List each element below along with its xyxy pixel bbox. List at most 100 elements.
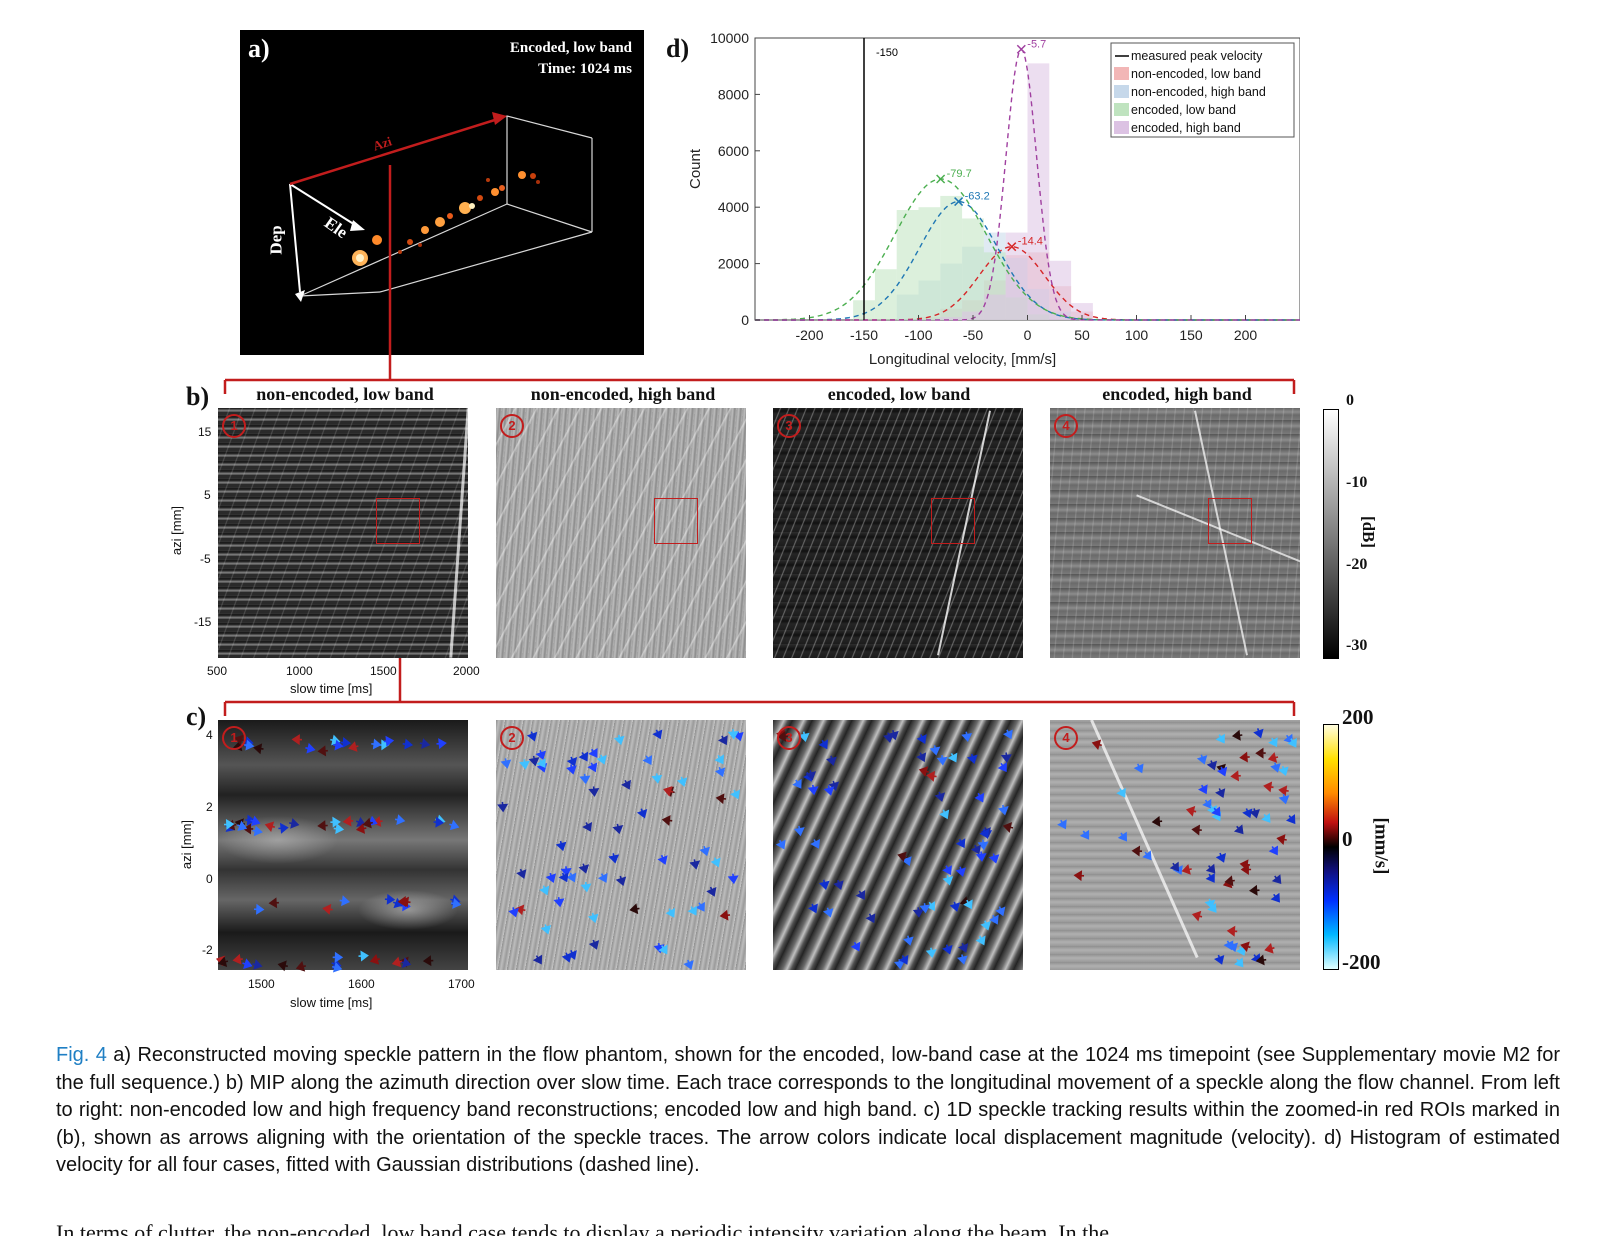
gaussian-fit-3	[755, 48, 1300, 321]
axis-label-dep: Dep	[266, 225, 286, 255]
gaussian-peak-label-3: -5.7	[1027, 38, 1046, 50]
gaussian-fit-2	[755, 178, 1300, 321]
legend-box	[1110, 42, 1295, 138]
velocity-colorbar-tick-200: 200	[1342, 705, 1374, 729]
c-xlabel: slow time [ms]	[290, 995, 373, 1010]
hist-bar-3-4	[940, 317, 963, 320]
x-tick-label: 100	[1125, 327, 1149, 343]
x-tick-label: 0	[1024, 327, 1032, 343]
x-tick-label: -150	[850, 327, 878, 343]
db-colorbar-label: [dB]	[1359, 515, 1379, 549]
body-text-cut-line: In terms of clutter, the non-encoded, lo…	[56, 1222, 1109, 1236]
velocity-colorbar-label: [mm/s]	[1370, 817, 1392, 875]
db-colorbar-tick-0: 0	[1346, 392, 1354, 409]
hist-bar-2-2	[896, 210, 919, 320]
panel-a-title-line1: Encoded, low band	[509, 40, 632, 56]
mip-image-encoded-high	[1050, 408, 1300, 658]
b-ytick-minus15: -15	[194, 615, 212, 629]
b-subplot-title-1: non-encoded, low band	[256, 384, 434, 404]
b-subplot-title-3: encoded, low band	[827, 384, 971, 404]
x-tick-label: 50	[1074, 327, 1090, 343]
legend-swatch-3	[1114, 103, 1129, 116]
legend-entry-1: non-encoded, low band	[1131, 67, 1261, 81]
y-tick-label: 2000	[718, 256, 749, 272]
hist-bar-3-7	[1005, 232, 1028, 320]
b-xtick-500: 500	[207, 664, 228, 678]
c-xtick-1700: 1700	[448, 977, 475, 991]
c-badge-2: 2	[500, 726, 524, 750]
gaussian-peak-label-2: -79.7	[947, 168, 972, 180]
velocity-histogram-chart: -14.4 -63.2 -79.7 -5.7 -150 -200 -150 -100 -50 0 5…	[687, 30, 1300, 368]
hist-bar-2-3	[918, 207, 941, 320]
b-xtick-1000: 1000	[286, 664, 313, 678]
db-colorbar-tick-30: -30	[1346, 637, 1368, 654]
hist-bar-3-10	[1071, 303, 1093, 320]
c-ytick-2: 2	[206, 800, 213, 814]
y-tick-label: 0	[741, 312, 749, 328]
b-badge-3: 3	[777, 414, 801, 438]
figure-caption-text: a) Reconstructed moving speckle pattern …	[56, 1044, 1560, 1176]
legend-entry-3: encoded, low band	[1131, 103, 1236, 117]
tracking-image-noncoded-high	[496, 720, 746, 970]
c-badge-3: 3	[777, 726, 801, 750]
gaussian-peak-marker-1	[954, 197, 964, 207]
db-colorbar-tick-10: -10	[1346, 474, 1368, 491]
mip-image-noncoded-low	[218, 408, 468, 658]
c-ytick-4: 4	[206, 728, 213, 742]
y-tick-label: 6000	[718, 143, 749, 159]
hist-bar-2-5	[962, 218, 984, 320]
gaussian-peak-label-1: -63.2	[965, 191, 990, 203]
tracking-image-noncoded-low	[218, 720, 468, 970]
roi-box-2	[654, 498, 698, 544]
gaussian-peak-marker-0	[1007, 242, 1017, 252]
x-tick-label: 200	[1234, 327, 1258, 343]
reference-line-label: -150	[876, 47, 898, 59]
hist-bar-3-9	[1049, 260, 1072, 320]
legend-swatch-2	[1114, 85, 1129, 98]
tracking-image-encoded-low	[773, 720, 1023, 970]
gaussian-peak-label-0: -14.4	[1018, 236, 1043, 248]
speckle-blobs	[352, 171, 540, 266]
roi-box-1	[376, 498, 420, 544]
hist-bar-2-1	[874, 269, 897, 320]
legend-entry-0: measured peak velocity	[1131, 49, 1263, 63]
c-xtick-1600: 1600	[348, 977, 375, 991]
y-axis-label: Count	[687, 148, 704, 189]
x-tick-label: -100	[904, 327, 932, 343]
mip-image-encoded-low	[773, 408, 1023, 658]
figure-caption: Fig. 4 a) Reconstructed moving speckle p…	[56, 1042, 1560, 1180]
hist-bar-3-8	[1027, 63, 1050, 320]
b-ytick-minus5: -5	[200, 552, 211, 566]
panel-a-render: a) Encoded, low band Time: 1024 ms Dep E…	[240, 30, 644, 355]
c-badge-1: 1	[222, 726, 246, 750]
b-ytick-15: 15	[198, 425, 212, 439]
db-colorbar-tick-20: -20	[1346, 556, 1368, 573]
panel-c-letter: c)	[186, 702, 207, 731]
roi-box-4	[1208, 498, 1252, 544]
b-badge-2: 2	[500, 414, 524, 438]
panel-b-letter: b)	[186, 382, 210, 411]
y-tick-label: 4000	[718, 199, 749, 215]
b-subplot-title-2: non-encoded, high band	[530, 384, 716, 404]
c-ytick-0: 0	[206, 872, 213, 886]
mip-image-noncoded-high	[496, 408, 746, 658]
x-tick-label: 150	[1179, 327, 1203, 343]
c-badge-4: 4	[1054, 726, 1078, 750]
b-ytick-5: 5	[204, 488, 211, 502]
x-tick-label: -200	[795, 327, 823, 343]
x-tick-label: -50	[963, 327, 983, 343]
b-xtick-2000: 2000	[453, 664, 480, 678]
legend-swatch-4	[1114, 121, 1129, 134]
y-tick-label: 8000	[718, 86, 749, 102]
velocity-colorbar	[1323, 724, 1339, 970]
panel-d-letter: d)	[666, 34, 690, 63]
c-xtick-1500: 1500	[248, 977, 275, 991]
b-xlabel: slow time [ms]	[290, 681, 373, 696]
hist-bar-3-6	[983, 294, 1006, 320]
roi-box-3	[931, 498, 975, 544]
legend-entry-4: encoded, high band	[1131, 121, 1241, 135]
b-badge-1: 1	[222, 414, 246, 438]
db-colorbar	[1323, 409, 1339, 659]
legend-swatch-1	[1114, 67, 1129, 80]
figure-reference-link[interactable]: Fig. 4	[56, 1044, 107, 1066]
